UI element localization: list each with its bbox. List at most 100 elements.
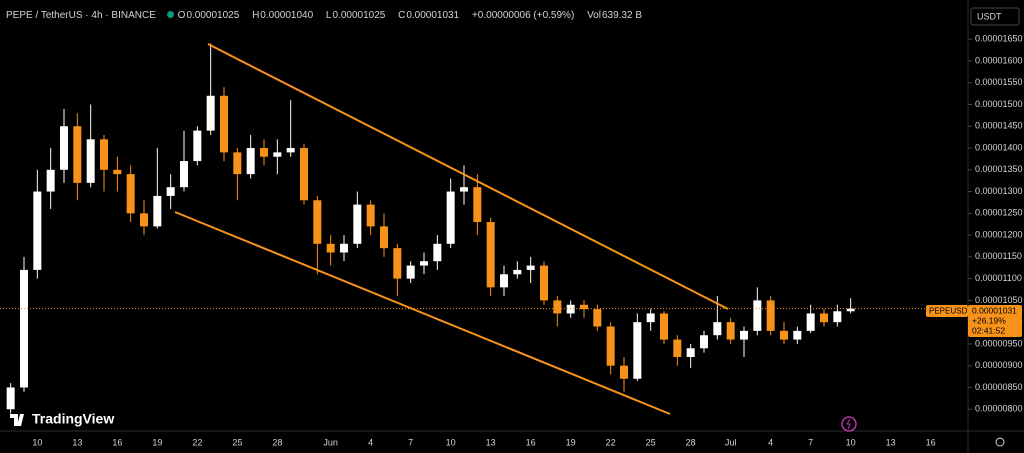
candle-body xyxy=(580,304,588,310)
currency-button[interactable] xyxy=(970,7,1020,26)
x-tick-label: Jul xyxy=(725,437,737,447)
candle-body xyxy=(166,187,175,196)
candle-body xyxy=(406,265,415,279)
candle-body xyxy=(313,200,322,244)
candle-body xyxy=(33,191,42,270)
ohlc-value: 0.00001025 xyxy=(332,10,386,21)
candle-body xyxy=(206,95,215,131)
candle-body xyxy=(380,226,388,249)
y-tick-label: 0.00001100 xyxy=(975,273,1022,283)
trend-line-upper[interactable] xyxy=(207,43,729,310)
candle-body xyxy=(86,139,95,183)
candle-body xyxy=(673,339,682,357)
candle-body xyxy=(233,152,242,175)
candle-body xyxy=(806,313,815,331)
x-tick-label: 28 xyxy=(272,437,282,447)
x-tick-label: 10 xyxy=(446,437,456,447)
candle-body xyxy=(686,348,695,357)
candle-body xyxy=(713,322,722,336)
candle-body xyxy=(220,95,228,153)
y-tick-label: 0.00001550 xyxy=(975,77,1023,87)
ohlc-value: 0.00001040 xyxy=(260,10,314,21)
candle-body xyxy=(260,148,268,157)
candle-body xyxy=(780,330,788,340)
candle-body xyxy=(60,126,68,170)
plot: 0.00000800 0.00000850 0.00000900 0.00000950… xyxy=(0,34,1023,447)
price-tag-price: 0.00001031 xyxy=(972,305,1017,315)
y-tick-label: 0.00001250 xyxy=(975,208,1023,218)
candle-body xyxy=(726,322,735,340)
candle-body xyxy=(700,335,708,349)
candle-body xyxy=(353,204,362,244)
y-tick-label: 0.00001200 xyxy=(975,229,1023,239)
candle-body xyxy=(513,269,522,275)
y-tick-label: 0.00001400 xyxy=(975,142,1023,152)
candle-body xyxy=(553,300,562,314)
candle-body xyxy=(460,187,468,192)
y-tick-label: 0.00001500 xyxy=(975,99,1023,109)
candle-body xyxy=(526,265,535,270)
x-tick-label: 7 xyxy=(408,437,413,447)
x-tick-label: 16 xyxy=(112,437,122,447)
ohlc-value: 0.00001031 xyxy=(406,10,460,21)
symbol[interactable]: PEPE / TetherUS · 4h · BINANCE xyxy=(6,10,156,21)
ohlc-label: H xyxy=(252,10,260,21)
y-tick-label: 0.00000900 xyxy=(975,360,1023,370)
status-dot xyxy=(166,11,174,18)
candle-body xyxy=(820,313,828,323)
symbol-tag-text: PEPEUSDT xyxy=(929,307,972,316)
candle-body xyxy=(660,313,668,340)
y-tick-label: 0.00001150 xyxy=(975,251,1022,261)
trend-line-lower[interactable] xyxy=(174,211,671,415)
candle-body xyxy=(193,130,202,162)
candle-body xyxy=(446,191,455,244)
y-tick-label: 0.00001350 xyxy=(975,164,1023,174)
logo-icon xyxy=(10,414,24,426)
alert-icon[interactable] xyxy=(841,416,857,432)
y-tick-label: 0.00001450 xyxy=(975,121,1023,131)
x-tick-label: 25 xyxy=(646,437,656,447)
y-tick-label: 0.00000850 xyxy=(975,382,1023,392)
candle-body xyxy=(326,243,335,253)
x-tick-label: 13 xyxy=(486,437,496,447)
candle-body xyxy=(113,169,122,175)
candle-body xyxy=(393,248,402,279)
candle-body xyxy=(753,300,762,331)
x-tick-label: 16 xyxy=(526,437,536,447)
candle-body xyxy=(366,204,375,227)
x-tick-label: 19 xyxy=(566,437,576,447)
candle-body xyxy=(846,308,855,312)
settings-icon[interactable] xyxy=(995,437,1005,447)
price-tag-change: +26.19% xyxy=(972,315,1006,325)
x-tick-label: 7 xyxy=(808,437,813,447)
x-tick-label: 19 xyxy=(152,437,162,447)
currency-label[interactable]: USDT xyxy=(977,11,1002,21)
candle-body xyxy=(140,213,148,227)
ohlc-value: 0.00001025 xyxy=(186,10,240,21)
candle-body xyxy=(740,330,748,340)
x-tick-label: 4 xyxy=(368,437,373,447)
candle-body xyxy=(286,148,295,153)
candle-body xyxy=(833,311,842,323)
candle-body xyxy=(473,187,482,223)
y-tick-label: 0.00001300 xyxy=(975,186,1023,196)
volume-value: 639.32 B xyxy=(601,10,643,21)
ohlc-label: L xyxy=(325,10,332,21)
logo-text: TradingView xyxy=(32,411,114,427)
x-tick-label: 10 xyxy=(846,437,856,447)
legend-header: PEPE / TetherUS · 4h · BINANCE O0.000010… xyxy=(6,10,643,21)
candle-body xyxy=(6,387,15,410)
candle-body xyxy=(766,300,775,331)
y-tick-label: 0.00000800 xyxy=(975,404,1023,414)
candle-body xyxy=(126,174,135,214)
candle-body xyxy=(633,322,642,379)
candle-body xyxy=(606,326,615,366)
x-tick-label: 13 xyxy=(886,437,896,447)
ohlc-label: O xyxy=(177,10,186,21)
candle-body xyxy=(20,269,28,388)
x-tick-label: 25 xyxy=(232,437,242,447)
change: +0.00000006 (+0.59%) xyxy=(471,10,575,21)
